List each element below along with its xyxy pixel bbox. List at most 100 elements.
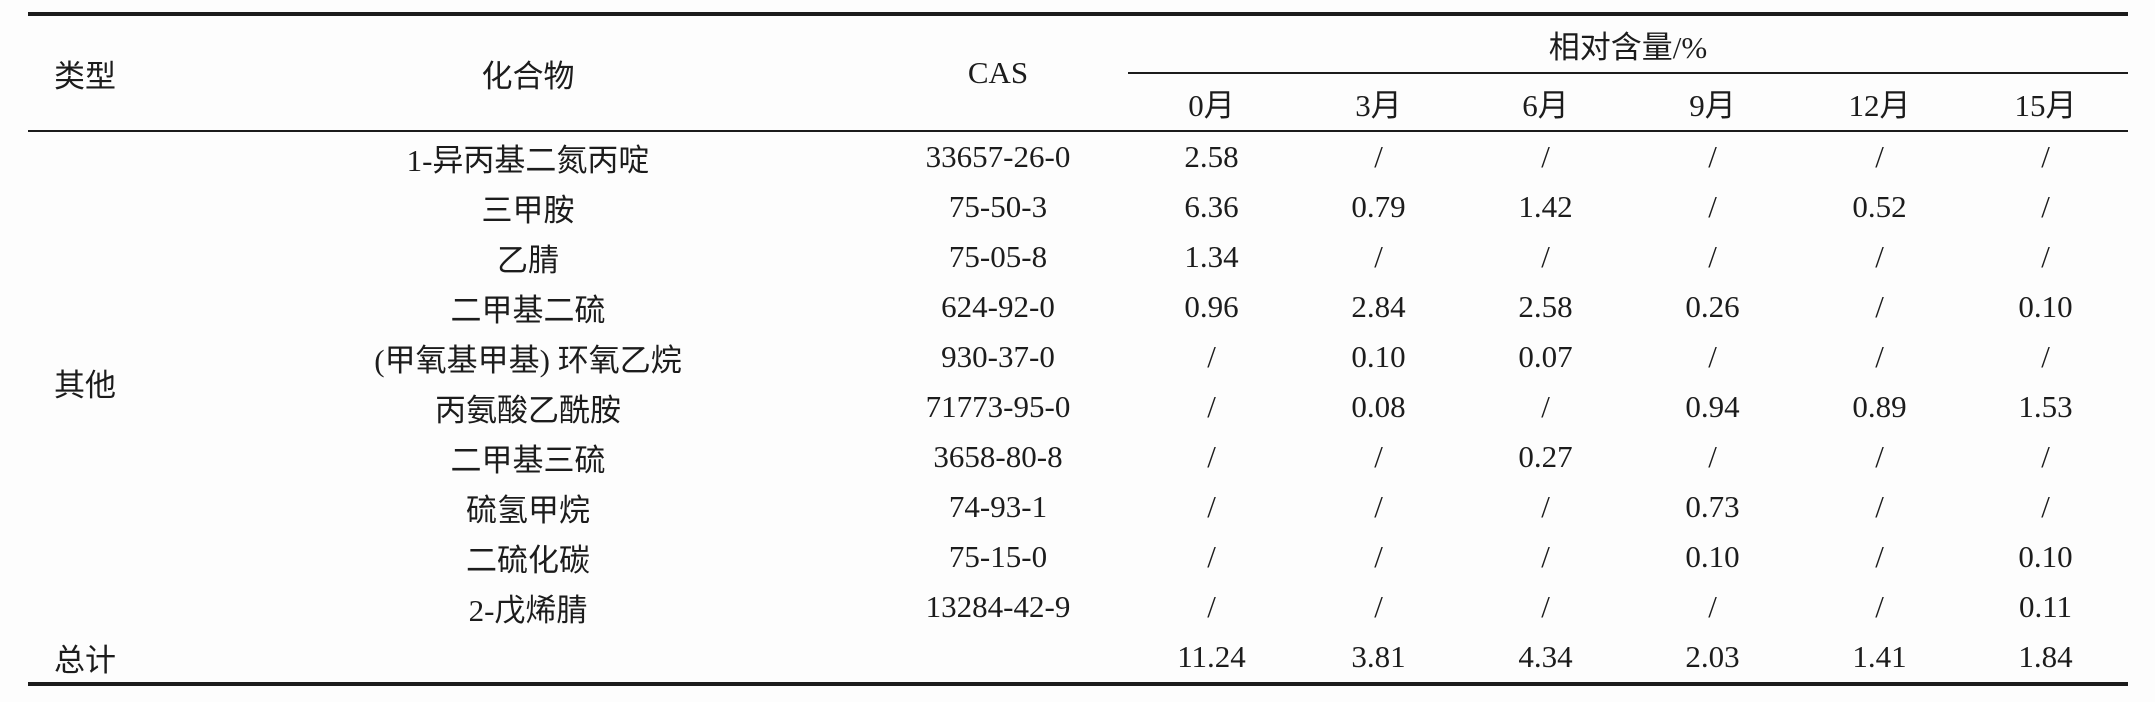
col-header-month: 9月 <box>1629 73 1796 132</box>
cas-cell: 75-15-0 <box>948 539 1048 574</box>
value-cell: / <box>1708 339 1717 374</box>
col-header-relative-content: 相对含量/% <box>1128 14 2128 74</box>
table-row: 其他 1-异丙基二氮丙啶 33657-26-0 2.58 / / / / / <box>28 131 2128 403</box>
value-cell: 2.58 <box>1518 289 1573 324</box>
cas-cell: 13284-42-9 <box>925 589 1071 624</box>
value-cell: / <box>1207 589 1216 624</box>
cas-cell: 33657-26-0 <box>925 139 1071 174</box>
cas-cell: 75-05-8 <box>948 239 1048 274</box>
value-cell: 0.10 <box>2018 289 2073 324</box>
table-header: 类型 化合物 CAS 相对含量/% 0月 3月 6月 9月 12月 15月 <box>28 14 2128 132</box>
value-cell: / <box>1708 439 1717 474</box>
value-cell: / <box>1374 489 1383 524</box>
table-row: 三甲胺 75-50-3 6.36 0.79 1.42 / 0.52 / <box>28 182 2128 232</box>
col-header-cas: CAS <box>868 14 1128 132</box>
value-cell: / <box>1708 139 1717 174</box>
value-cell: / <box>2041 139 2050 174</box>
col-header-month: 3月 <box>1295 73 1462 132</box>
value-cell: 0.10 <box>1351 339 1406 374</box>
compound-cell: 二甲基三硫 <box>450 442 606 478</box>
value-cell: / <box>1875 139 1884 174</box>
table-row: 二硫化碳 75-15-0 / / / 0.10 / 0.10 <box>28 532 2128 582</box>
cas-empty-cell <box>868 632 1128 684</box>
value-cell: 2.84 <box>1351 289 1406 324</box>
col-header-type: 类型 <box>28 14 188 132</box>
table-row: 二甲基二硫 624-92-0 0.96 2.84 2.58 0.26 / 0.10 <box>28 282 2128 332</box>
value-cell: / <box>1207 539 1216 574</box>
value-cell: 1.53 <box>2018 389 2073 424</box>
cas-cell: 75-50-3 <box>948 189 1048 224</box>
value-cell: / <box>1207 389 1216 424</box>
compound-cell: 1-异丙基二氮丙啶 <box>406 142 650 178</box>
total-value-cell: 3.81 <box>1351 639 1406 674</box>
value-cell: 0.96 <box>1184 289 1239 324</box>
value-cell: 0.73 <box>1685 489 1740 524</box>
value-cell: 2.58 <box>1184 139 1239 174</box>
value-cell: / <box>1875 289 1884 324</box>
compound-cell: 二甲基二硫 <box>450 292 606 328</box>
cas-cell: 930-37-0 <box>941 339 1055 374</box>
table-row: 丙氨酸乙酰胺 71773-95-0 / 0.08 / 0.94 0.89 1.53 <box>28 382 2128 432</box>
table-row: 硫氢甲烷 74-93-1 / / / 0.73 / / <box>28 482 2128 532</box>
compound-empty-cell <box>188 632 868 684</box>
total-value-cell: 1.41 <box>1852 639 1907 674</box>
col-header-month: 0月 <box>1128 73 1295 132</box>
value-cell: 0.07 <box>1518 339 1573 374</box>
value-cell: / <box>1875 539 1884 574</box>
value-cell: 6.36 <box>1184 189 1239 224</box>
col-header-month: 6月 <box>1462 73 1629 132</box>
header-row-months: 0月 3月 6月 9月 12月 15月 <box>28 73 2128 132</box>
value-cell: / <box>1374 439 1383 474</box>
compound-cell: 2-戊烯腈 <box>468 592 588 628</box>
cas-cell: 3658-80-8 <box>933 439 1063 474</box>
value-cell: 0.79 <box>1351 189 1406 224</box>
value-cell: / <box>2041 189 2050 224</box>
value-cell: / <box>1708 239 1717 274</box>
value-cell: / <box>1541 139 1550 174</box>
compound-cell: 硫氢甲烷 <box>466 492 590 528</box>
value-cell: 0.89 <box>1852 389 1907 424</box>
value-cell: / <box>1875 239 1884 274</box>
total-value-cell: 4.34 <box>1518 639 1573 674</box>
value-cell: 0.10 <box>1685 539 1740 574</box>
header-row-main: 类型 化合物 CAS 相对含量/% <box>28 14 2128 132</box>
total-value-cell: 2.03 <box>1685 639 1740 674</box>
value-cell: 0.11 <box>2018 589 2073 624</box>
cas-cell: 624-92-0 <box>941 289 1055 324</box>
compound-cell: 二硫化碳 <box>466 542 590 578</box>
value-cell: / <box>1207 439 1216 474</box>
value-cell: / <box>1875 439 1884 474</box>
compound-cell: 三甲胺 <box>481 192 575 228</box>
value-cell: 0.26 <box>1685 289 1740 324</box>
value-cell: 0.08 <box>1351 389 1406 424</box>
value-cell: 0.52 <box>1852 189 1907 224</box>
value-cell: / <box>1207 489 1216 524</box>
compound-cell: 丙氨酸乙酰胺 <box>435 392 621 428</box>
value-cell: / <box>1374 589 1383 624</box>
category-cell: 其他 <box>54 367 116 403</box>
value-cell: / <box>2041 239 2050 274</box>
value-cell: / <box>1541 489 1550 524</box>
value-cell: / <box>1875 489 1884 524</box>
value-cell: / <box>1708 589 1717 624</box>
value-cell: / <box>1708 189 1717 224</box>
value-cell: / <box>1875 589 1884 624</box>
total-label-cell: 总计 <box>54 642 116 678</box>
value-cell: / <box>1374 139 1383 174</box>
compound-cell: 乙腈 <box>497 242 559 278</box>
value-cell: / <box>2041 439 2050 474</box>
value-cell: / <box>1875 339 1884 374</box>
value-cell: / <box>2041 489 2050 524</box>
col-header-month: 12月 <box>1796 73 1963 132</box>
value-cell: 0.27 <box>1518 439 1573 474</box>
value-cell: / <box>1541 389 1550 424</box>
value-cell: / <box>1541 539 1550 574</box>
total-row: 总计 11.24 3.81 4.34 2.03 1.41 1.84 <box>28 632 2128 684</box>
col-header-compound: 化合物 <box>188 14 868 132</box>
cas-cell: 74-93-1 <box>948 489 1048 524</box>
cas-cell: 71773-95-0 <box>925 389 1071 424</box>
value-cell: / <box>1374 239 1383 274</box>
value-cell: 0.10 <box>2018 539 2073 574</box>
table-row: 二甲基三硫 3658-80-8 / / 0.27 / / / <box>28 432 2128 482</box>
